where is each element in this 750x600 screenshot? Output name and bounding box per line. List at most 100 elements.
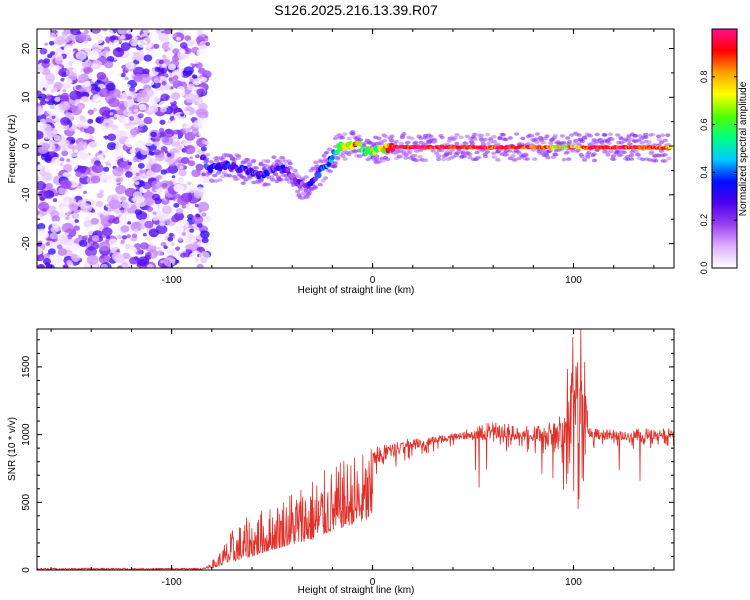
heatmap-noise-cell <box>58 139 70 149</box>
heatmap-noise-cell <box>104 149 109 153</box>
heatmap-noise-cell <box>177 195 190 206</box>
heatmap-noise-cell <box>184 144 196 155</box>
heatmap-noise-cell <box>180 228 185 232</box>
heatmap-halo-cell <box>544 134 550 138</box>
heatmap-halo-cell <box>653 159 659 163</box>
heatmap-halo-cell <box>479 133 485 138</box>
heatmap-noise-cell <box>173 183 184 193</box>
heatmap-noise-cell <box>108 97 120 108</box>
heatmap-noise-cell <box>138 50 145 56</box>
heatmap-noise-cell <box>67 34 76 41</box>
heatmap-halo-cell <box>662 153 668 157</box>
heatmap-ridge-cell <box>337 146 342 152</box>
heatmap-noise-cell <box>83 29 89 34</box>
heatmap-noise-cell <box>146 264 154 268</box>
heatmap-noise-cell <box>78 105 84 110</box>
heatmap-noise-cell <box>96 79 101 83</box>
heatmap-halo-cell <box>317 182 323 187</box>
heatmap-noise-cell <box>160 260 165 264</box>
heatmap-noise-cell <box>198 130 206 138</box>
heatmap-halo-cell <box>271 155 277 159</box>
heatmap-halo-cell <box>305 195 311 199</box>
heatmap-halo-cell <box>618 153 624 157</box>
heatmap-noise-cell <box>37 176 41 180</box>
snr-frame <box>36 328 675 571</box>
heatmap-noise-cell <box>181 232 186 236</box>
heatmap-noise-cell <box>167 248 176 256</box>
heatmap-noise-cell <box>153 141 160 147</box>
heatmap-noise-cell <box>197 67 206 75</box>
heatmap-noise-cell <box>83 81 91 87</box>
heatmap-noise-cell <box>158 33 169 42</box>
heatmap-noise-cell <box>152 193 161 201</box>
heatmap-halo-cell <box>634 152 641 157</box>
heatmap-noise-cell <box>205 42 211 46</box>
heatmap-halo-cell <box>439 135 445 140</box>
heatmap-halo-cell <box>488 137 494 141</box>
heatmap-noise-cell <box>143 54 153 62</box>
heatmap-noise-cell <box>63 45 74 54</box>
heatmap-noise-cell <box>172 75 179 80</box>
heatmap-noise-cell <box>129 40 133 44</box>
heatmap-noise-cell <box>108 199 121 210</box>
heatmap-noise-cell <box>135 54 143 62</box>
heatmap-noise-cell <box>75 51 87 60</box>
heatmap-ridge-cell <box>217 166 223 172</box>
heatmap-noise-cell <box>56 111 64 118</box>
heatmap-noise-cell <box>130 39 140 47</box>
heatmap-noise-cell <box>184 35 192 42</box>
heatmap-halo-cell <box>323 176 329 180</box>
heatmap-noise-cell <box>78 234 82 238</box>
heatmap-noise-cell <box>44 165 56 174</box>
heatmap-noise-cell <box>196 88 205 96</box>
heatmap-noise-cell <box>116 72 122 77</box>
heatmap-noise-cell <box>125 61 135 70</box>
heatmap-noise-cell <box>166 153 172 157</box>
heatmap-noise-cell <box>37 223 46 230</box>
heatmap-noise-cell <box>143 116 153 125</box>
heatmap-noise-cell <box>98 92 104 96</box>
heatmap-noise-cell <box>157 212 170 222</box>
heatmap-noise-cell <box>160 169 167 175</box>
heatmap-noise-cell <box>164 84 171 91</box>
heatmap-halo-cell <box>430 148 436 153</box>
heatmap-halo-cell <box>628 153 635 158</box>
heatmap-noise-cell <box>91 235 100 242</box>
heatmap-halo-cell <box>261 166 267 171</box>
heatmap-noise-cell <box>130 221 143 232</box>
heatmap-halo-cell <box>250 159 257 164</box>
heatmap-noise-cell <box>173 133 179 138</box>
heatmap-halo-cell <box>436 154 442 159</box>
heatmap-noise-cell <box>104 29 114 37</box>
heatmap-noise-cell <box>151 180 162 190</box>
snr-ytick-label: 1500 <box>21 355 32 378</box>
heatmap-noise-cell <box>66 259 73 266</box>
heatmap-noise-cell <box>38 190 50 200</box>
heatmap-halo-cell <box>314 164 320 168</box>
heatmap-noise-cell <box>113 254 125 264</box>
heatmap-halo-cell <box>576 133 582 137</box>
heatmap-halo-cell <box>507 149 513 153</box>
heatmap-halo-cell <box>659 133 666 137</box>
snr-xtick-label: 100 <box>565 577 582 588</box>
heatmap-noise-cell <box>92 108 98 112</box>
heatmap-halo-cell <box>342 132 348 136</box>
heatmap-noise-cell <box>176 144 183 150</box>
heatmap-halo-cell <box>491 155 497 159</box>
heatmap-halo-cell <box>203 159 209 163</box>
heatmap-noise-cell <box>180 118 193 129</box>
heatmap-halo-cell <box>665 133 671 137</box>
heatmap-ytick-label: 20 <box>21 43 32 55</box>
heatmap-noise-cell <box>37 254 45 262</box>
heatmap-noise-cell <box>60 179 72 190</box>
snr-ytick-label: 1000 <box>21 423 32 446</box>
heatmap-ytick-label: 0 <box>21 143 32 149</box>
heatmap-halo-cell <box>604 150 610 154</box>
heatmap-noise-cell <box>196 263 204 268</box>
heatmap-noise-cell <box>104 60 114 69</box>
heatmap-noise-cell <box>122 235 127 240</box>
heatmap-noise-cell <box>175 259 180 264</box>
heatmap-halo-cell <box>591 158 598 163</box>
heatmap-halo-cell <box>296 192 302 197</box>
heatmap-noise-cell <box>195 154 200 159</box>
